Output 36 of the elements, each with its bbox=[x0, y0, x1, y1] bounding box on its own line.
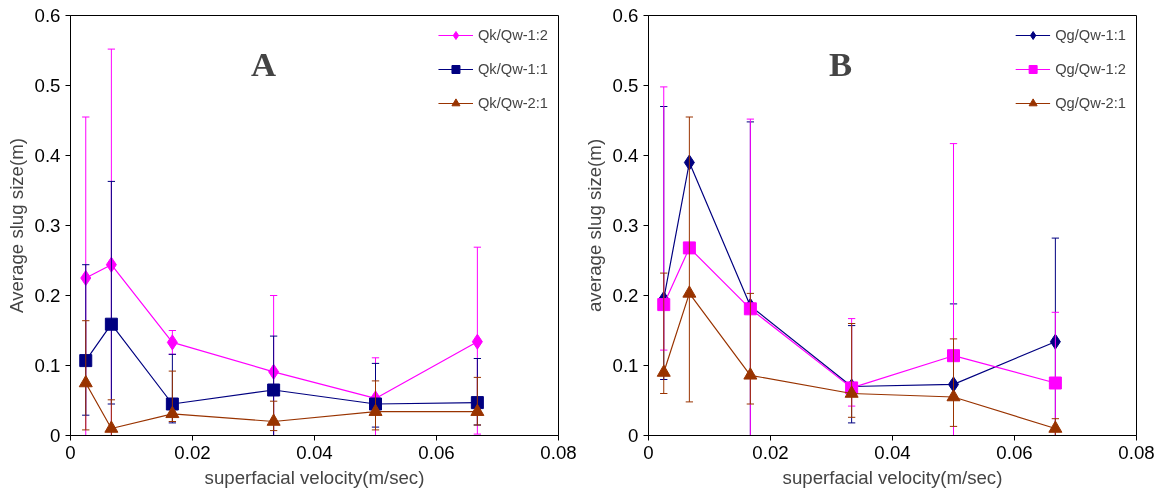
x-tick-label: 0.06 bbox=[418, 441, 455, 463]
y-tick-label: 0.4 bbox=[612, 145, 639, 166]
y-tick-label: 0.3 bbox=[612, 215, 639, 236]
legend-label: Qg/Qw-1:1 bbox=[1055, 27, 1126, 43]
x-tick-label: 0 bbox=[65, 441, 76, 463]
y-tick-label: 0 bbox=[50, 425, 61, 446]
x-axis-title: superfacial velocity(m/sec) bbox=[204, 466, 425, 488]
legend-label: Qk/Qw-1:1 bbox=[477, 61, 548, 77]
x-tick-label: 0.08 bbox=[1118, 441, 1155, 463]
x-axis-title: superfacial velocity(m/sec) bbox=[782, 466, 1003, 488]
y-tick-label: 0.1 bbox=[34, 355, 61, 376]
x-tick-label: 0.04 bbox=[874, 441, 911, 463]
legend-label: Qk/Qw-1:2 bbox=[477, 27, 548, 43]
y-tick-label: 0.4 bbox=[34, 145, 61, 166]
y-tick-label: 0.6 bbox=[34, 5, 61, 26]
y-tick-label: 0.3 bbox=[34, 215, 61, 236]
annotation: A bbox=[251, 44, 277, 83]
legend-label: Qk/Qw-2:1 bbox=[477, 95, 548, 111]
annotation: B bbox=[829, 44, 853, 83]
y-tick-label: 0.2 bbox=[34, 285, 61, 306]
y-tick-label: 0.5 bbox=[34, 75, 61, 96]
y-tick-label: 0.5 bbox=[612, 75, 639, 96]
legend-label: Qg/Qw-1:2 bbox=[1055, 61, 1126, 77]
y-axis-title: Average slug size(m) bbox=[5, 138, 27, 313]
y-tick-label: 0.1 bbox=[612, 355, 639, 376]
legend-label: Qg/Qw-2:1 bbox=[1055, 95, 1126, 111]
x-tick-label: 0.02 bbox=[174, 441, 211, 463]
y-tick-label: 0.6 bbox=[612, 5, 639, 26]
x-tick-label: 0.08 bbox=[540, 441, 577, 463]
y-tick-label: 0.2 bbox=[612, 285, 639, 306]
y-tick-label: 0 bbox=[628, 425, 639, 446]
y-axis-title: average slug size(m) bbox=[583, 138, 605, 313]
x-tick-label: 0 bbox=[643, 441, 654, 463]
x-tick-label: 0.06 bbox=[996, 441, 1033, 463]
x-tick-label: 0.04 bbox=[296, 441, 333, 463]
x-tick-label: 0.02 bbox=[752, 441, 789, 463]
